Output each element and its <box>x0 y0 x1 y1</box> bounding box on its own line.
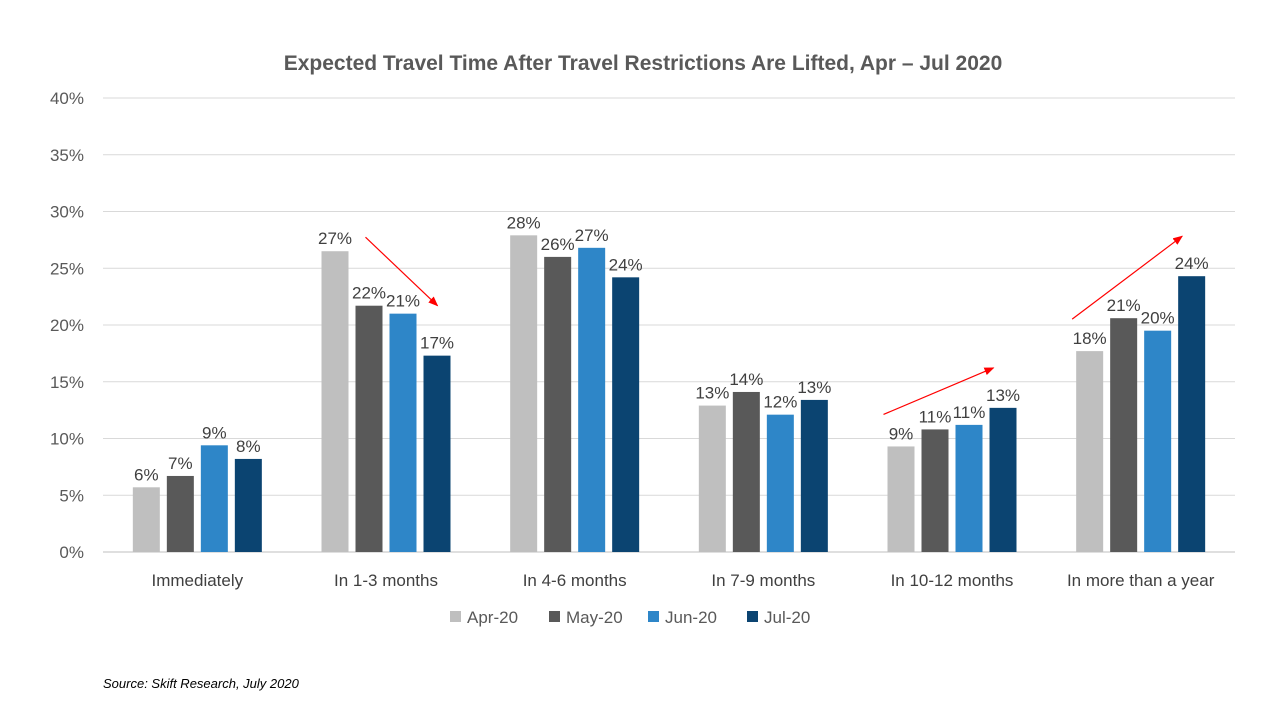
x-axis: Immediately In 1-3 months In 4-6 months In … <box>152 571 1215 590</box>
bar <box>510 235 538 552</box>
data-label: 24% <box>1175 254 1209 273</box>
data-label: 17% <box>420 334 454 353</box>
source-note: Source: Skift Research, July 2020 <box>103 676 300 691</box>
data-label: 14% <box>729 370 763 389</box>
legend-swatch <box>549 611 560 622</box>
legend: Apr-20 May-20 Jun-20 Jul-20 <box>450 608 810 627</box>
chart-title: Expected Travel Time After Travel Restri… <box>284 52 1003 75</box>
y-tick-label: 40% <box>50 89 84 108</box>
legend-swatch <box>648 611 659 622</box>
annotation-arrow <box>883 367 995 415</box>
bar <box>955 424 983 552</box>
bar <box>200 445 228 552</box>
x-tick-label: Immediately <box>152 571 244 590</box>
bar <box>578 247 606 552</box>
data-labels: 6% 27% 28% 13% 9% 18% 7% 22% 26% 14% 11% 21% 9% 21% 27… <box>134 213 1209 484</box>
x-tick-label: In 7-9 months <box>711 571 815 590</box>
data-label: 27% <box>318 229 352 248</box>
data-label: 13% <box>797 378 831 397</box>
data-label: 21% <box>386 292 420 311</box>
data-label: 6% <box>134 465 159 484</box>
y-tick-label: 35% <box>50 146 84 165</box>
bar <box>355 305 383 552</box>
data-label: 7% <box>168 454 193 473</box>
bar <box>612 277 640 552</box>
x-tick-label: In 10-12 months <box>891 571 1014 590</box>
x-tick-label: In 1-3 months <box>334 571 438 590</box>
legend-label: Jul-20 <box>764 608 810 627</box>
x-tick-label: In 4-6 months <box>523 571 627 590</box>
data-label: 20% <box>1141 309 1175 328</box>
data-label: 21% <box>1107 296 1141 315</box>
data-label: 18% <box>1073 329 1107 348</box>
y-tick-label: 25% <box>50 259 84 278</box>
gridlines <box>103 97 1235 553</box>
bar <box>989 407 1017 552</box>
data-label: 13% <box>986 386 1020 405</box>
x-tick-label: In more than a year <box>1067 571 1215 590</box>
data-label: 9% <box>202 423 227 442</box>
legend-label: Apr-20 <box>467 608 518 627</box>
data-label: 11% <box>919 407 952 426</box>
bar <box>234 458 262 552</box>
bar <box>544 256 572 552</box>
y-tick-label: 30% <box>50 203 84 222</box>
bar <box>1144 330 1172 552</box>
bar <box>1178 276 1206 552</box>
bar <box>698 405 726 552</box>
y-tick-label: 15% <box>50 373 84 392</box>
y-tick-label: 0% <box>59 543 84 562</box>
legend-swatch <box>747 611 758 622</box>
data-label: 8% <box>236 437 261 456</box>
bar <box>732 391 760 552</box>
bar <box>389 313 417 552</box>
data-label: 26% <box>541 235 575 254</box>
data-label: 9% <box>889 424 914 443</box>
legend-label: May-20 <box>566 608 623 627</box>
y-axis: 0% 5% 10% 15% 20% 25% 30% 35% 40% <box>50 89 84 562</box>
data-label: 24% <box>609 255 643 274</box>
legend-label: Jun-20 <box>665 608 717 627</box>
y-tick-label: 5% <box>59 486 84 505</box>
bar <box>887 446 915 552</box>
bar <box>423 355 451 552</box>
bar <box>321 251 349 552</box>
y-tick-label: 10% <box>50 430 84 449</box>
bar <box>921 429 949 552</box>
annotation-arrow <box>365 236 439 307</box>
bar <box>1076 351 1104 552</box>
data-label: 22% <box>352 284 386 303</box>
annotation-arrows <box>365 235 1183 415</box>
y-tick-label: 20% <box>50 316 84 335</box>
bar <box>132 487 160 552</box>
bar <box>166 475 194 552</box>
data-label: 12% <box>763 393 797 412</box>
annotation-arrow <box>1071 235 1183 320</box>
data-label: 28% <box>507 213 541 232</box>
data-label: 13% <box>695 384 729 403</box>
bar <box>766 414 794 552</box>
data-label: 11% <box>953 403 986 422</box>
bar <box>1110 318 1138 552</box>
data-label: 27% <box>575 226 609 245</box>
bars <box>132 235 1206 552</box>
bar <box>800 399 828 552</box>
legend-swatch <box>450 611 461 622</box>
